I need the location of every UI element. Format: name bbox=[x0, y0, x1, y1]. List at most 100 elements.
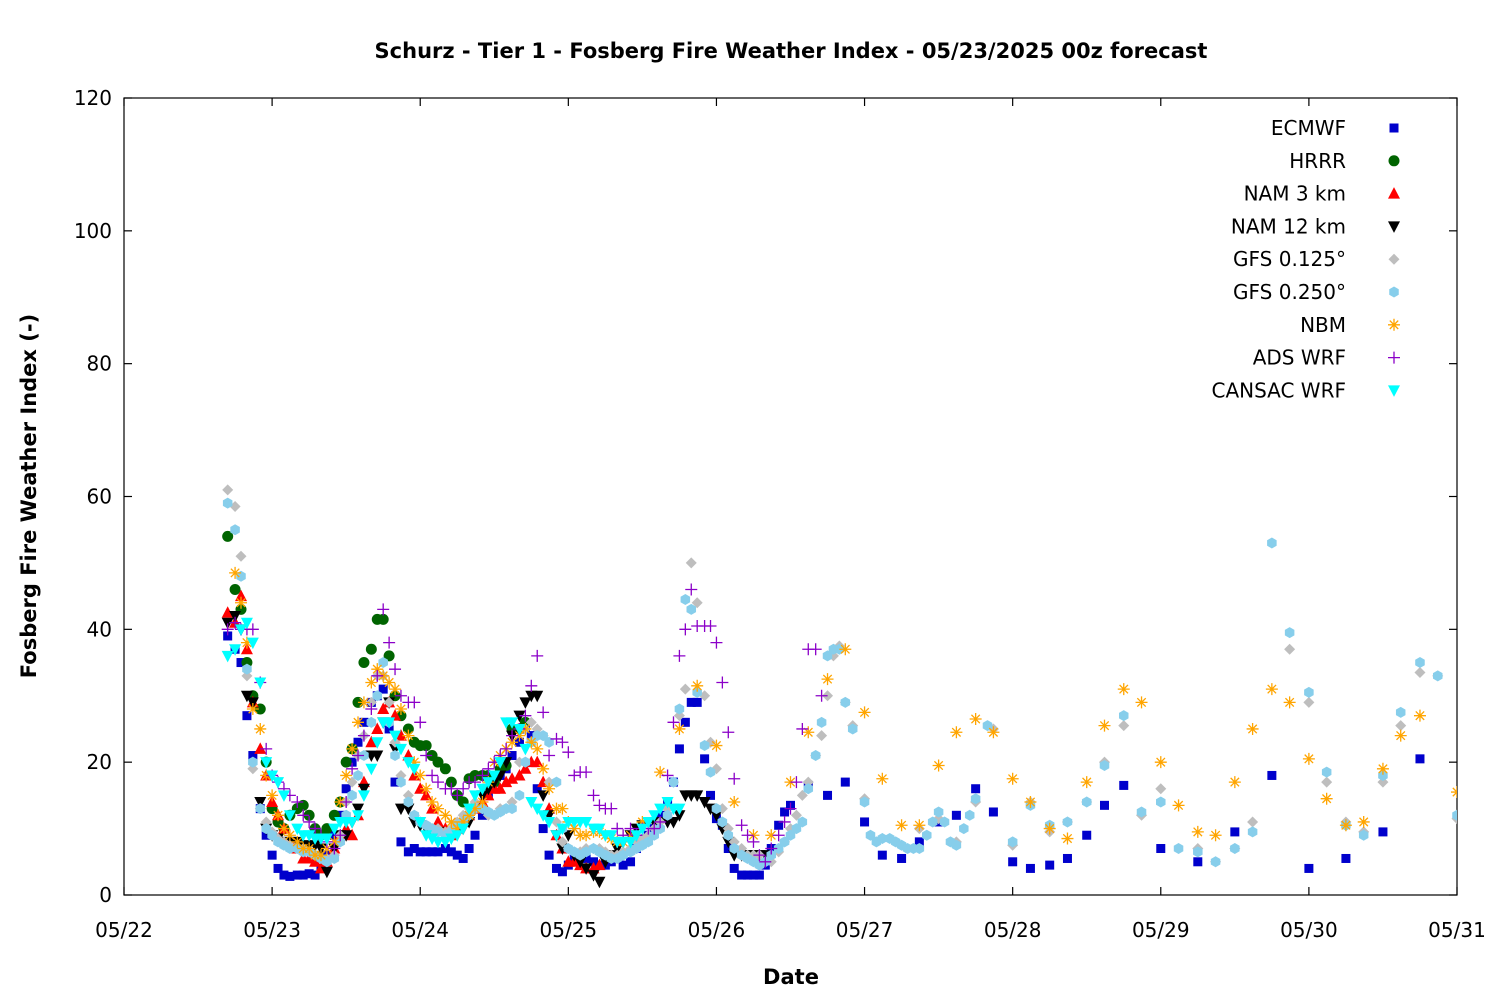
data-point bbox=[500, 775, 513, 788]
data-point bbox=[261, 823, 271, 835]
data-point bbox=[877, 833, 888, 845]
data-point bbox=[1247, 816, 1259, 828]
data-point bbox=[352, 803, 365, 816]
data-point bbox=[1135, 696, 1148, 709]
data-point bbox=[235, 596, 248, 609]
data-point bbox=[1043, 822, 1056, 835]
data-point bbox=[303, 815, 316, 828]
data-point bbox=[254, 742, 267, 754]
data-point bbox=[1378, 827, 1388, 837]
data-point bbox=[790, 809, 802, 821]
data-point bbox=[352, 716, 365, 729]
data-point bbox=[897, 853, 907, 863]
legend: ECMWF HRRR NAM 3 km NAM 12 km GFS 0.125° GFS … bbox=[1211, 116, 1400, 402]
data-point bbox=[414, 816, 427, 829]
legend-marker bbox=[1388, 187, 1400, 199]
data-point bbox=[320, 866, 333, 879]
data-point bbox=[235, 589, 248, 602]
data-point bbox=[229, 616, 242, 629]
data-point bbox=[1209, 829, 1222, 842]
data-point bbox=[439, 836, 452, 849]
data-point bbox=[519, 743, 532, 756]
data-point bbox=[420, 830, 433, 842]
data-point bbox=[525, 679, 538, 692]
data-point bbox=[445, 815, 458, 828]
data-point bbox=[303, 851, 316, 864]
data-point bbox=[519, 709, 532, 722]
data-point bbox=[691, 679, 704, 692]
data-point bbox=[1267, 770, 1277, 780]
data-point bbox=[543, 782, 556, 795]
data-point bbox=[1321, 766, 1332, 778]
data-point bbox=[1136, 806, 1147, 818]
data-point bbox=[352, 810, 365, 822]
data-point bbox=[394, 703, 407, 716]
data-point bbox=[458, 853, 468, 863]
data-point bbox=[390, 750, 400, 762]
data-point bbox=[922, 829, 932, 841]
data-point bbox=[420, 749, 433, 762]
data-point bbox=[309, 840, 322, 852]
data-point bbox=[933, 806, 944, 818]
data-point bbox=[513, 729, 526, 742]
data-point bbox=[335, 810, 345, 820]
data-point bbox=[1283, 696, 1296, 709]
data-point bbox=[1395, 720, 1407, 732]
data-point bbox=[452, 850, 462, 860]
data-point bbox=[1007, 836, 1018, 848]
data-point bbox=[507, 803, 517, 815]
data-point bbox=[544, 850, 554, 860]
data-point bbox=[648, 810, 661, 822]
data-point bbox=[593, 876, 606, 889]
data-point bbox=[531, 742, 544, 755]
data-point bbox=[341, 784, 351, 794]
data-point bbox=[1210, 856, 1221, 868]
data-point bbox=[240, 617, 253, 630]
series-cansac-wrf bbox=[221, 617, 686, 849]
data-point bbox=[950, 726, 963, 739]
data-point bbox=[394, 743, 407, 756]
data-point bbox=[365, 696, 377, 708]
data-point bbox=[661, 769, 674, 782]
legend-marker bbox=[1389, 123, 1399, 133]
data-point bbox=[691, 790, 704, 802]
data-point bbox=[1081, 796, 1092, 808]
data-point bbox=[463, 809, 476, 822]
data-point bbox=[1303, 696, 1315, 708]
data-point bbox=[365, 643, 377, 655]
data-point bbox=[414, 769, 427, 782]
data-point bbox=[649, 829, 659, 841]
legend-marker bbox=[1389, 286, 1399, 298]
data-point bbox=[1045, 860, 1055, 870]
data-point bbox=[267, 850, 277, 860]
data-point bbox=[334, 829, 347, 842]
data-point bbox=[673, 810, 686, 822]
data-point bbox=[1339, 819, 1352, 832]
data-point bbox=[260, 742, 273, 755]
data-point bbox=[765, 842, 778, 855]
data-point bbox=[728, 772, 741, 785]
data-point bbox=[772, 829, 785, 842]
data-point bbox=[414, 782, 427, 794]
data-point bbox=[506, 717, 519, 729]
data-point bbox=[1099, 759, 1110, 771]
data-point bbox=[357, 783, 370, 796]
data-point bbox=[513, 768, 526, 781]
data-point bbox=[1117, 683, 1130, 696]
data-point bbox=[346, 762, 359, 775]
data-point bbox=[711, 803, 722, 815]
data-point bbox=[303, 842, 316, 855]
data-point bbox=[710, 636, 723, 649]
data-point bbox=[581, 846, 591, 858]
data-point bbox=[476, 783, 489, 796]
data-point bbox=[433, 847, 443, 857]
data-point bbox=[729, 863, 739, 873]
data-point bbox=[320, 842, 333, 855]
data-point bbox=[445, 782, 458, 795]
legend-marker bbox=[1388, 155, 1400, 167]
data-point bbox=[457, 823, 470, 836]
data-point bbox=[366, 716, 377, 728]
data-point bbox=[706, 790, 716, 800]
data-point bbox=[494, 782, 507, 794]
data-point bbox=[568, 822, 581, 835]
